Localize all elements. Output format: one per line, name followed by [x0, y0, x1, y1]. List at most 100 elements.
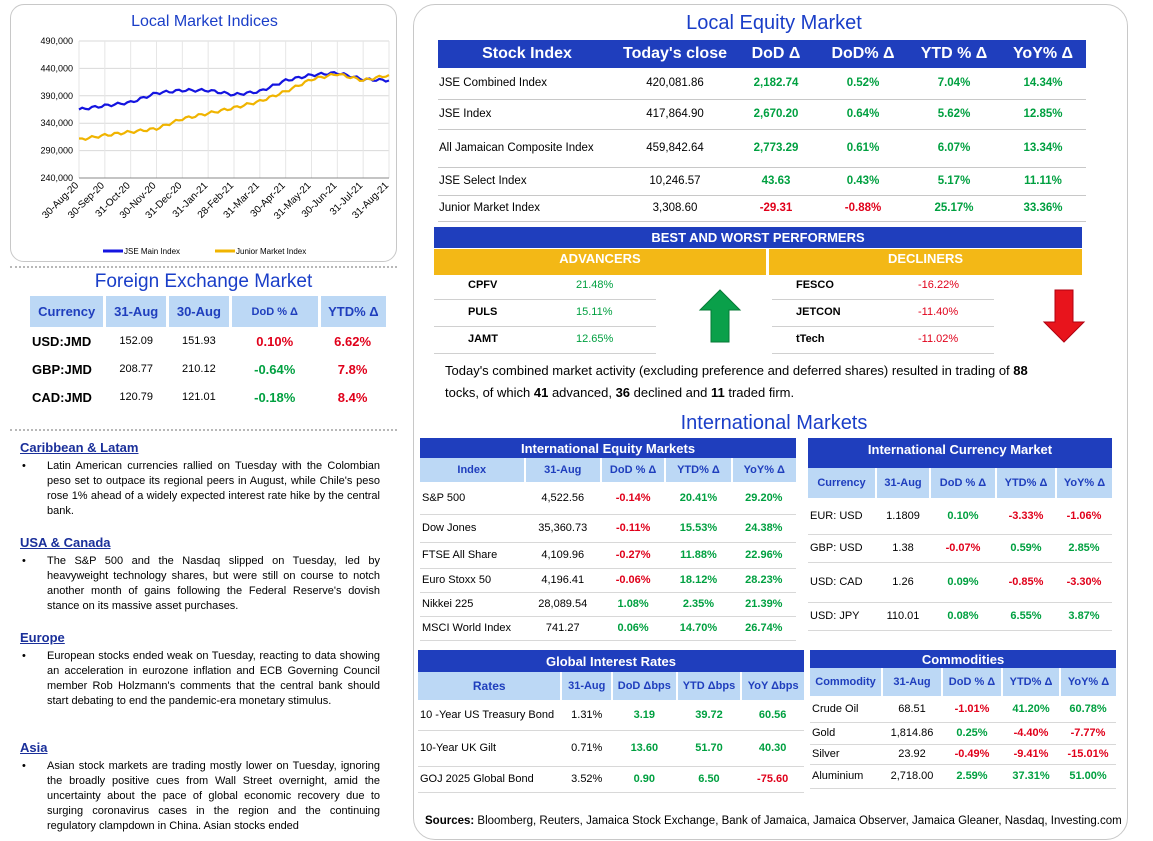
commodities-row: Aluminium 2,718.00 2.59% 37.31% 51.00%: [810, 764, 1116, 789]
th: 31-Aug: [881, 668, 942, 696]
bullet-icon: •: [22, 460, 26, 472]
equity-value: 4,522.56: [524, 482, 601, 515]
equity-value: 741.27: [524, 616, 601, 641]
up-arrow-icon: [698, 289, 742, 343]
rates-value: 1.31%: [561, 700, 612, 731]
news-heading-asia[interactable]: Asia: [20, 740, 48, 755]
equity-yoy: 24.38%: [731, 514, 796, 543]
summary-part: traded firm.: [724, 385, 795, 400]
currency-name: USD: CAD: [808, 562, 876, 603]
advancer-symbol: PULS: [468, 306, 498, 318]
equity-index-name: JSE Select Index: [438, 167, 616, 196]
equity-value: 4,109.96: [524, 542, 601, 569]
currency-ytd: -0.85%: [996, 562, 1056, 603]
equity-section-title: Local Equity Market: [686, 12, 862, 34]
fx-row: USD:JMD 152.09 151.93 0.10% 6.62%: [30, 327, 386, 355]
chart-title: Local Market Indices: [131, 13, 278, 30]
commodities-row: Crude Oil 68.51 -1.01% 41.20% 60.78%: [810, 696, 1116, 723]
interest-rates-table: Global Interest Rates Rates 31-Aug DoD Δ…: [418, 650, 804, 793]
commodities-ytd: -4.40%: [1002, 722, 1060, 745]
currency-ytd: 0.59%: [996, 534, 1056, 563]
equity-row: Dow Jones 35,360.73 -0.11% 15.53% 24.38%: [420, 514, 796, 543]
intl-equity-table: International Equity Markets Index 31-Au…: [420, 438, 796, 641]
equity-row: JSE Index 417,864.90 2,670.20 0.64% 5.62% 12.…: [438, 99, 1086, 130]
summary-total: 88: [1013, 363, 1028, 378]
th: 31-Aug: [523, 458, 601, 482]
rates-yoy: -75.60: [741, 766, 804, 793]
eq-header-ytd: YTD % Δ: [920, 45, 988, 62]
interest-rates-caption: Global Interest Rates: [418, 650, 804, 672]
equity-dod: 2,773.29: [734, 129, 818, 168]
th: YTD% Δ: [1001, 668, 1060, 696]
commodities-value: 1,814.86: [882, 722, 942, 745]
intl-equity-caption: International Equity Markets: [420, 438, 796, 458]
fx-currency: GBP:JMD: [32, 361, 92, 377]
news-item-usa: • The S&P 500 and the Nasdaq slipped on T…: [20, 554, 380, 614]
fx-header-today: 31-Aug: [103, 296, 168, 327]
eq-header-close: Today's close: [623, 45, 727, 62]
equity-yoy: 29.20%: [731, 482, 796, 515]
equity-yoy: 14.34%: [1000, 68, 1086, 100]
bullet-icon: •: [22, 760, 26, 772]
fx-currency: CAD:JMD: [32, 389, 92, 405]
market-indices-chart: 490,000 440,000 390,000 340,000 290,000 240,0…: [40, 36, 391, 256]
currency-ytd: 6.55%: [996, 602, 1056, 631]
equity-name: Euro Stoxx 50: [420, 568, 525, 593]
market-summary-text: Today's combined market activity (exclud…: [445, 360, 1085, 404]
legend-label-jse-main: JSE Main Index: [124, 247, 180, 256]
th: YTD Δbps: [675, 672, 742, 700]
fx-rate-prev: 121.01: [182, 391, 216, 403]
eq-header-dod: DoD Δ: [751, 45, 801, 62]
summary-part: Today's combined market activity (exclud…: [445, 363, 1014, 378]
fx-ytd: 8.4%: [337, 389, 368, 405]
fx-row: CAD:JMD 120.79 121.01 -0.18% 8.4%: [30, 383, 386, 411]
rates-row: 10 -Year US Treasury Bond 1.31% 3.19 39.72 6…: [418, 700, 804, 731]
commodities-row: Silver 23.92 -0.49% -9.41% -15.01%: [810, 744, 1116, 765]
fx-dod: -0.64%: [254, 361, 296, 377]
news-heading-caribbean[interactable]: Caribbean & Latam: [20, 440, 139, 455]
fx-rate-today: 208.77: [119, 363, 153, 375]
news-item-asia: • Asian stock markets are trading mostly …: [20, 759, 380, 834]
currency-row: EUR: USD 1.1809 0.10% -3.33% -1.06%: [808, 498, 1112, 535]
equity-dod: -0.14%: [600, 482, 666, 515]
th: Index: [457, 464, 487, 476]
news-item-caribbean: • Latin American currencies rallied on Tu…: [20, 459, 380, 519]
rates-name: 10 -Year US Treasury Bond: [418, 700, 562, 731]
intl-currency-table: International Currency Market Currency 3…: [808, 438, 1112, 631]
bullet-icon: •: [22, 555, 26, 567]
equity-index-name: JSE Combined Index: [438, 68, 616, 100]
section-divider: [10, 266, 397, 268]
fx-row: GBP:JMD 208.77 210.12 -0.64% 7.8%: [30, 355, 386, 383]
rates-value: 0.71%: [561, 730, 612, 767]
fx-header-ytd: YTD% Δ: [317, 296, 386, 327]
advancer-row: CPFV 21.48%: [434, 274, 656, 300]
fx-header-currency: Currency: [30, 296, 105, 327]
equity-ytd: 2.35%: [665, 592, 732, 617]
summary-part: tocks, of which: [445, 385, 534, 400]
currency-dod: -0.07%: [930, 534, 996, 563]
equity-dod: -0.11%: [600, 514, 666, 543]
intl-currency-caption: International Currency Market: [808, 438, 1112, 460]
th: YTD% Δ: [995, 468, 1056, 498]
equity-yoy: 22.96%: [731, 542, 796, 569]
equity-name: FTSE All Share: [420, 542, 525, 569]
equity-close: 420,081.86: [616, 68, 734, 100]
currency-ytd: -3.33%: [996, 498, 1056, 535]
currency-row: USD: CAD 1.26 0.09% -0.85% -3.30%: [808, 562, 1112, 603]
rates-name: 10-Year UK Gilt: [418, 730, 562, 767]
chart-series-junior: [79, 72, 390, 142]
commodities-name: Crude Oil: [810, 696, 882, 723]
currency-row: USD: JPY 110.01 0.08% 6.55% 3.87%: [808, 602, 1112, 631]
equity-ytd: 7.04%: [908, 68, 1000, 100]
fx-dod: 0.10%: [256, 333, 294, 349]
currency-dod: 0.08%: [930, 602, 996, 631]
news-heading-europe[interactable]: Europe: [20, 630, 65, 645]
equity-ytd: 15.53%: [665, 514, 732, 543]
rates-row: GOJ 2025 Global Bond 3.52% 0.90 6.50 -75.60: [418, 766, 804, 793]
sources-footer: Sources: Bloomberg, Reuters, Jamaica Sto…: [425, 815, 1125, 827]
equity-ytd: 25.17%: [908, 195, 1000, 222]
equity-yoy: 21.39%: [731, 592, 796, 617]
currency-dod: 0.09%: [930, 562, 996, 603]
news-heading-usa[interactable]: USA & Canada: [20, 535, 111, 550]
rates-ytd: 51.70: [676, 730, 742, 767]
